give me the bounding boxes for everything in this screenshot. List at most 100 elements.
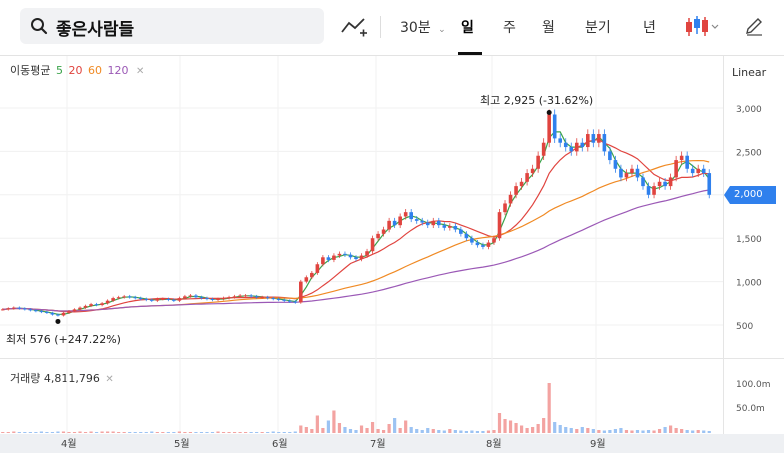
tab-year[interactable]: 년 (643, 20, 656, 36)
candle-body (453, 226, 458, 230)
interval-select[interactable]: 30분 ⌄ (400, 17, 446, 37)
tab-week[interactable]: 주 (503, 20, 516, 36)
volume-bar (122, 432, 126, 433)
volume-bar (199, 432, 204, 433)
ma-20: 20 (68, 64, 83, 77)
candle-body (370, 238, 375, 252)
volume-bar (150, 431, 154, 433)
candle-body (232, 296, 237, 298)
candle-body (122, 296, 126, 298)
scale-label[interactable]: Linear (732, 66, 767, 79)
candle-body (138, 298, 143, 300)
volume-bar (106, 431, 110, 433)
volume-bar (663, 427, 667, 433)
candle-body (343, 253, 347, 255)
candle-body (34, 310, 38, 312)
tab-month[interactable]: 월 (542, 20, 555, 36)
active-tab-indicator (458, 52, 482, 55)
candle-body (265, 297, 270, 299)
candle-body (376, 233, 380, 239)
volume-bar (431, 429, 435, 433)
search-box[interactable]: 좋은사람들 (20, 8, 324, 44)
volume-bar (266, 432, 270, 433)
candle-body (558, 138, 563, 143)
volume-bar (420, 430, 424, 433)
candle-body (701, 168, 706, 174)
candle-body (6, 308, 11, 310)
candle-body (216, 298, 220, 300)
volume-bar (641, 430, 645, 433)
candle-body (282, 299, 287, 301)
candle-body (586, 134, 590, 148)
pencil-icon[interactable] (744, 16, 764, 36)
candle-body (50, 312, 55, 315)
volume-bar (50, 432, 55, 433)
volume-bar (326, 420, 331, 433)
candle-body (287, 300, 292, 302)
candle-body (613, 160, 618, 169)
candle-body (635, 168, 640, 178)
close-icon[interactable]: ✕ (135, 66, 145, 77)
tab-day[interactable]: 일 (461, 20, 474, 36)
volume-bar (547, 383, 551, 433)
volume-bar (348, 429, 353, 433)
volume-bar (128, 432, 132, 433)
volume-bar (172, 432, 176, 433)
candle-body (365, 251, 369, 256)
candle-body (470, 238, 474, 243)
candle-body (210, 298, 215, 300)
volume-bar (337, 423, 342, 433)
candle-body (78, 307, 82, 310)
volume-bar (503, 419, 507, 433)
candle-body (100, 303, 104, 306)
volume-bar (553, 422, 557, 433)
volume-bar (232, 432, 237, 433)
drawing-tool-icon[interactable] (340, 16, 368, 38)
volume-bar (437, 430, 441, 433)
volume-bar (188, 432, 193, 433)
candle-body (492, 238, 496, 243)
candle-body (486, 242, 491, 247)
volume-bar (381, 430, 386, 433)
candle-body (0, 309, 5, 311)
volume-tick-label: 100.0m (736, 380, 771, 390)
candle-body (249, 295, 253, 297)
tab-quarter[interactable]: 분기 (585, 20, 611, 36)
volume-bar (166, 432, 170, 433)
volume-bar (117, 432, 121, 433)
candle-body (89, 304, 93, 306)
candle-body (39, 311, 44, 313)
ma-line-120 (2, 189, 710, 312)
volume-bar (83, 432, 88, 433)
candle-body (536, 155, 540, 169)
candle-body (72, 309, 77, 312)
volume-value: 4,811,796 (43, 372, 100, 385)
candlestick-type-icon[interactable] (684, 14, 720, 40)
volume-bar (299, 425, 303, 433)
candle-body (674, 160, 678, 178)
candle-body (326, 257, 331, 260)
volume-bar (139, 432, 143, 433)
volume-bar (657, 429, 662, 433)
volume-bar (696, 430, 700, 433)
volume-bar (497, 413, 502, 433)
candle-body (315, 264, 320, 273)
candle-body (541, 142, 546, 156)
candle-body (392, 220, 397, 226)
search-input[interactable]: 좋은사람들 (56, 20, 135, 40)
volume-bar (602, 430, 606, 433)
candle-body (464, 233, 469, 239)
candle-body (254, 296, 259, 298)
close-icon[interactable]: ✕ (105, 374, 114, 385)
candle-body (105, 300, 110, 304)
volume-bar (177, 431, 181, 433)
candle-body (569, 147, 574, 152)
candle-body (194, 295, 198, 298)
candle-body (690, 168, 695, 174)
volume-bar (359, 425, 364, 433)
volume-bar (514, 423, 518, 433)
y-axis-line (723, 56, 724, 434)
candle-body (310, 272, 314, 278)
candle-body (133, 297, 138, 299)
candle-body (183, 296, 187, 299)
